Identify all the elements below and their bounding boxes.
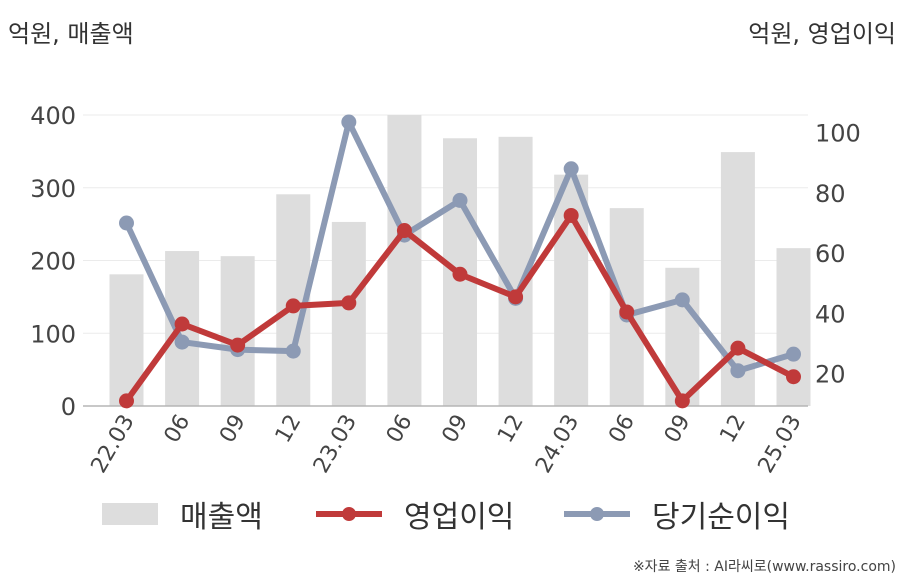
operating-point: [508, 289, 524, 305]
y-right-tick-label: 100: [815, 120, 861, 148]
legend-label-operating: 영업이익: [404, 500, 515, 535]
x-tick-label: 06: [160, 411, 196, 448]
x-tick-label: 09: [438, 411, 474, 448]
net-point: [341, 114, 357, 130]
operating-point: [786, 369, 801, 385]
y-right-tick-label: 20: [815, 361, 846, 389]
operating-point: [396, 223, 412, 239]
right-axis-unit: 억원, 영업이익: [748, 20, 896, 48]
x-tick-label: 24.03: [531, 411, 584, 478]
operating-point: [341, 295, 357, 311]
legend-item-operating: 영업이익: [316, 494, 515, 535]
x-tick-label: 09: [215, 411, 251, 448]
net-point: [452, 192, 468, 208]
x-tick-label: 12: [715, 411, 751, 448]
x-tick-label: 06: [604, 411, 640, 448]
legend-label-revenue: 매출액: [180, 500, 263, 535]
x-tick-label: 23.03: [309, 411, 362, 478]
legend-item-net: 당기순이익: [564, 494, 790, 535]
operating-point: [730, 340, 746, 356]
legend-swatch-revenue: [102, 503, 158, 525]
operating-point: [119, 393, 134, 409]
y-left-tick-label: 200: [30, 248, 76, 276]
operating-point: [230, 337, 246, 353]
y-left-tick-label: 300: [30, 175, 76, 203]
x-tick-label: 25.03: [754, 411, 807, 478]
legend-item-revenue: 매출액: [102, 494, 263, 535]
operating-point: [563, 207, 579, 223]
y-right-tick-label: 40: [815, 300, 846, 328]
operating-point: [674, 393, 690, 409]
y-left-tick-label: 0: [61, 393, 76, 421]
legend-swatch-net: [564, 503, 630, 525]
x-tick-label: 12: [493, 411, 529, 448]
y-right-tick-label: 60: [815, 240, 846, 268]
y-left-tick-label: 400: [30, 102, 76, 130]
x-tick-label: 22.03: [87, 411, 140, 478]
operating-point: [452, 266, 468, 282]
net-point: [174, 334, 190, 350]
net-point: [119, 215, 134, 231]
left-axis-unit: 억원, 매출액: [8, 20, 134, 48]
legend-swatch-operating: [316, 503, 382, 525]
net-point: [563, 161, 579, 177]
line-series: [119, 114, 801, 409]
net-point: [730, 363, 746, 379]
y-left-tick-label: 100: [30, 320, 76, 348]
operating-point: [285, 298, 301, 314]
y-right-tick-label: 80: [815, 180, 846, 208]
net-point: [786, 346, 801, 362]
operating-point: [174, 316, 190, 332]
revenue-bar: [387, 115, 422, 406]
source-note: ※자료 출처 : AI라씨로(www.rassiro.com): [632, 559, 896, 575]
revenue-bar: [331, 221, 366, 406]
revenue-bar: [220, 256, 255, 406]
legend-label-net: 당기순이익: [652, 500, 790, 535]
net-point: [674, 292, 690, 308]
x-tick-label: 06: [382, 411, 418, 448]
operating-point: [619, 304, 635, 320]
x-tick-label: 09: [660, 411, 696, 448]
x-tick-label: 12: [271, 411, 307, 448]
net-point: [285, 343, 301, 359]
